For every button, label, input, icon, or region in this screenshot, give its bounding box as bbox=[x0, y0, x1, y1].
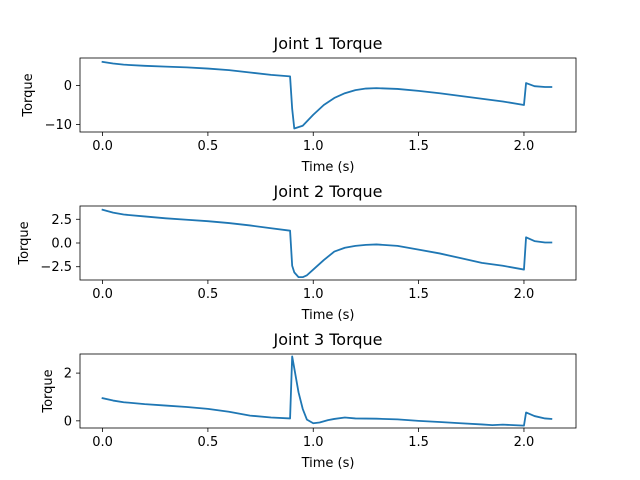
x-tick-label: 1.5 bbox=[408, 287, 429, 302]
axes-frame bbox=[79, 353, 577, 429]
x-axis-label: Time (s) bbox=[301, 456, 355, 471]
x-tick-label: 0.5 bbox=[198, 139, 219, 154]
x-tick-label: 0.5 bbox=[198, 435, 219, 450]
x-tick-label: 1.0 bbox=[303, 287, 324, 302]
x-tick-label: 0.5 bbox=[198, 287, 219, 302]
x-tick-label: 0.0 bbox=[92, 139, 113, 154]
x-tick-label: 1.0 bbox=[303, 139, 324, 154]
y-tick-label: 0.0 bbox=[51, 237, 72, 252]
subplots: Joint 1 Torque 0.0 0.5 1.0 1.5 2.0 −10 0 Time (s… bbox=[17, 34, 577, 471]
x-tick-label: 2.0 bbox=[514, 435, 535, 450]
y-tick-label: 2 bbox=[64, 367, 72, 382]
x-axis-label: Time (s) bbox=[301, 160, 355, 175]
x-tick-label: 0.0 bbox=[92, 287, 113, 302]
x-axis-label: Time (s) bbox=[301, 308, 355, 323]
subplot-3: Joint 3 Torque 0.0 0.5 1.0 1.5 2.0 0 2 Time (s) T… bbox=[41, 330, 577, 471]
y-tick-label: 0 bbox=[64, 414, 72, 429]
axes-frame bbox=[79, 57, 577, 133]
y-tick-label: 0 bbox=[64, 79, 72, 94]
x-tick-label: 2.0 bbox=[514, 139, 535, 154]
y-tick-label: 2.5 bbox=[51, 213, 72, 228]
y-tick-label: −2.5 bbox=[40, 260, 72, 275]
subplot-title: Joint 1 Torque bbox=[273, 34, 383, 53]
series-line bbox=[101, 60, 553, 130]
y-axis-label: Torque bbox=[41, 369, 56, 413]
x-tick-label: 0.0 bbox=[92, 435, 113, 450]
y-tick-label: −10 bbox=[45, 118, 72, 133]
subplot-title: Joint 3 Torque bbox=[273, 330, 383, 349]
subplot-2: Joint 2 Torque 0.0 0.5 1.0 1.5 2.0 −2.5 0.0 2.5 T… bbox=[17, 182, 577, 323]
x-tick-label: 1.0 bbox=[303, 435, 324, 450]
x-tick-label: 2.0 bbox=[514, 287, 535, 302]
x-tick-label: 1.5 bbox=[408, 435, 429, 450]
series-line bbox=[101, 208, 553, 279]
subplot-1: Joint 1 Torque 0.0 0.5 1.0 1.5 2.0 −10 0 Time (s… bbox=[21, 34, 577, 175]
x-tick-label: 1.5 bbox=[408, 139, 429, 154]
series-line bbox=[101, 355, 553, 427]
y-axis-label: Torque bbox=[21, 73, 36, 117]
subplot-title: Joint 2 Torque bbox=[273, 182, 383, 201]
y-axis-label: Torque bbox=[17, 221, 32, 265]
